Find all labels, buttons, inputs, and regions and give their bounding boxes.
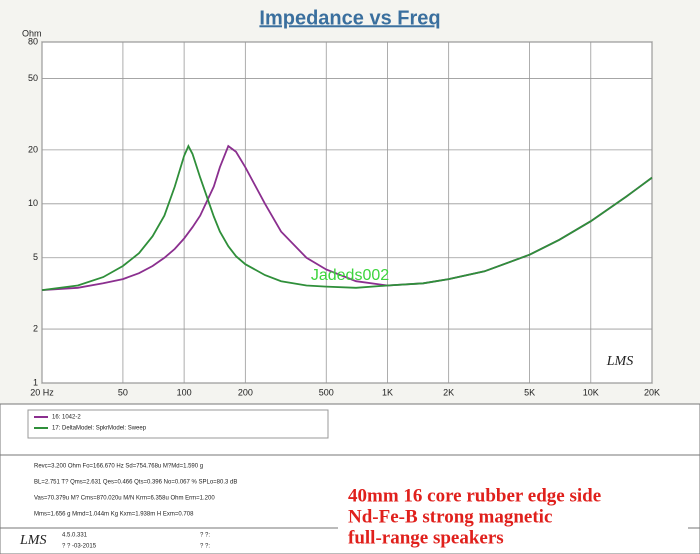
caption-box: [338, 483, 688, 551]
y-unit: Ohm: [22, 28, 42, 38]
x-tick-label: 500: [319, 387, 334, 397]
logo: LMS: [606, 354, 633, 369]
footer-field: ? ?:: [200, 544, 210, 550]
chart-title: Impedance vs Freq: [259, 7, 440, 29]
watermark: Jadeds002: [311, 267, 389, 284]
parameter: Mms=1.656 g Mmd=1.044m Kg Kxm=1.938m H E…: [34, 512, 194, 518]
y-tick-label: 50: [28, 73, 38, 83]
y-tick-label: 10: [28, 198, 38, 208]
caption-line: 40mm 16 core rubber edge side: [348, 485, 601, 506]
legend-label: 17: DeltaModel: SpkrModel: Sweep: [52, 426, 147, 432]
caption-line: Nd-Fe-B strong magnetic: [348, 506, 552, 527]
plot-area: [41, 41, 653, 384]
x-tick-label: 50: [118, 387, 128, 397]
version: 4.5.0.331: [62, 533, 88, 539]
x-tick-label: 200: [238, 387, 253, 397]
parameter: BL=2.751 T? Qms=2.631 Qes=0.466 Qts=0.39…: [34, 480, 237, 486]
y-tick-label: 2: [33, 323, 38, 333]
date: ? ? -03-2015: [62, 544, 97, 550]
series-line: [41, 144, 653, 291]
y-tick-label: 80: [28, 36, 38, 46]
y-tick-label: 20: [28, 144, 38, 154]
x-tick-label: 10K: [583, 387, 599, 397]
y-tick-label: 1: [33, 377, 38, 387]
footer-logo: LMS: [19, 533, 46, 548]
x-tick-label: 20 Hz: [30, 387, 54, 397]
legend-label: 16: 1042-2: [52, 415, 81, 421]
caption-line: full-range speakers: [348, 527, 504, 548]
x-tick-label: 1K: [382, 387, 393, 397]
parameter: Revc=3.200 Ohm Fo=166.670 Hz Sd=754.768u…: [34, 464, 203, 470]
x-tick-label: 5K: [524, 387, 535, 397]
x-tick-label: 100: [177, 387, 192, 397]
x-tick-label: 2K: [443, 387, 454, 397]
x-tick-label: 20K: [644, 387, 660, 397]
footer-field: ? ?:: [200, 533, 210, 539]
y-tick-label: 5: [33, 252, 38, 262]
legend: [27, 409, 329, 439]
parameter: Vas=70.379u M? Cms=870.020u M/N Krm=6.35…: [34, 496, 215, 502]
